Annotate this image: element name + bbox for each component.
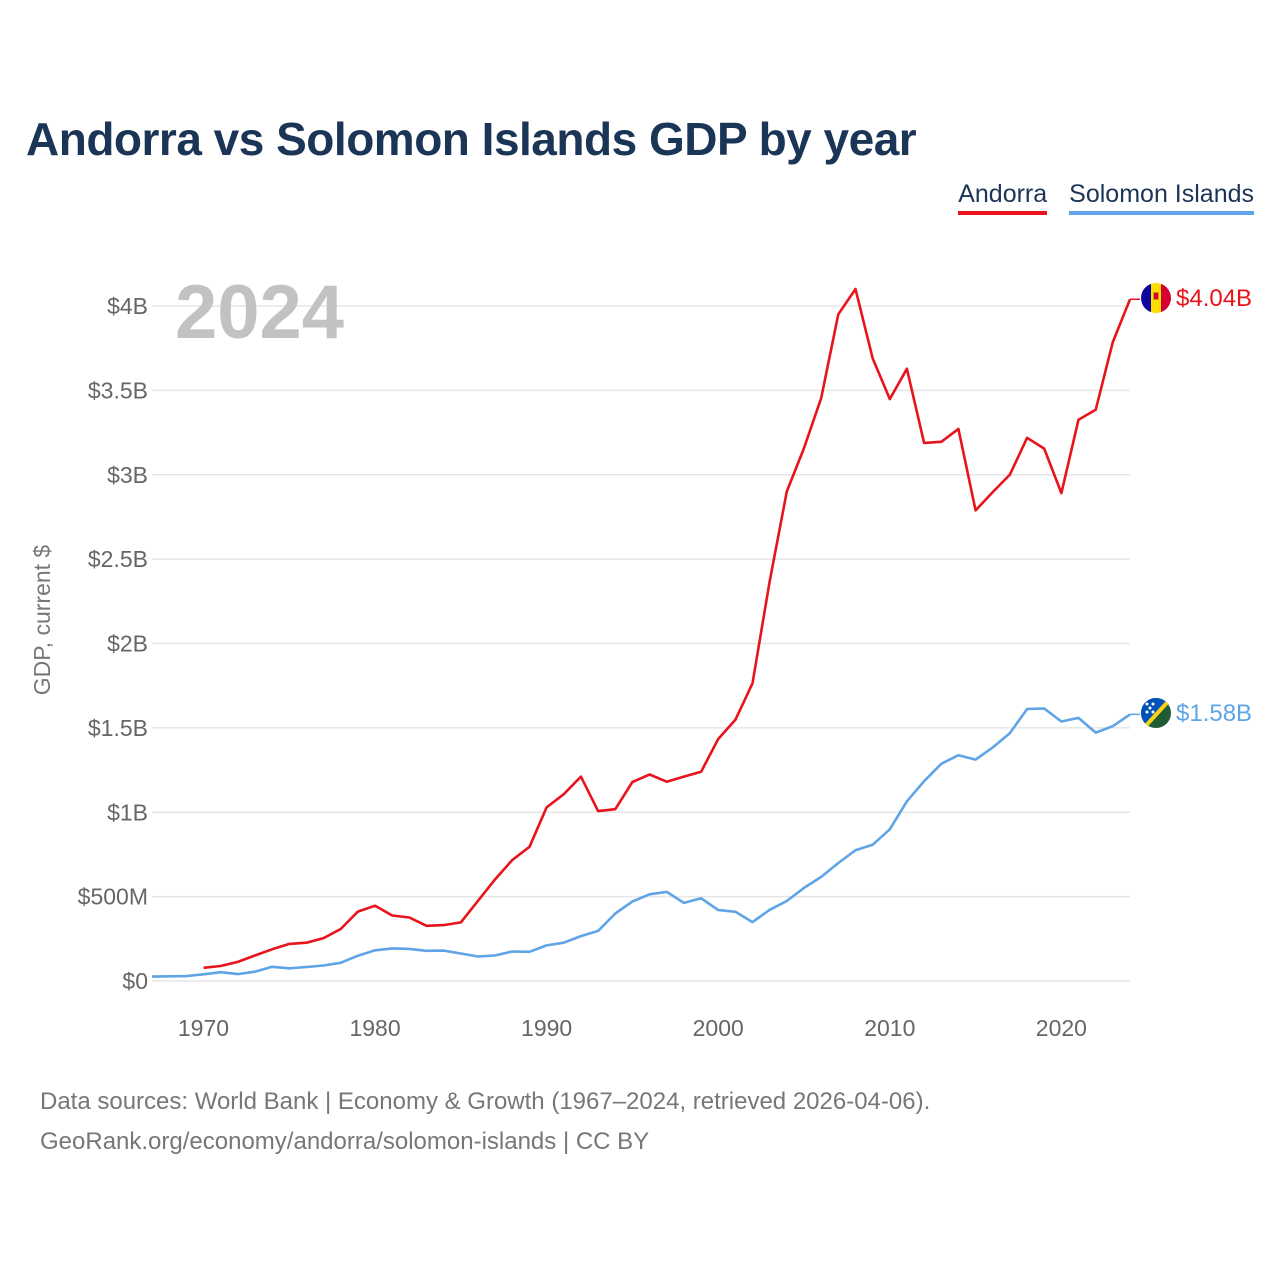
y-tick-label: $0 bbox=[122, 968, 148, 994]
legend: Andorra Solomon Islands bbox=[958, 180, 1254, 215]
x-tick-label: 2000 bbox=[693, 1015, 744, 1041]
x-tick-label: 2020 bbox=[1036, 1015, 1087, 1041]
chart-title: Andorra vs Solomon Islands GDP by year bbox=[26, 113, 917, 165]
year-watermark: 2024 bbox=[175, 270, 344, 355]
y-tick-label: $2B bbox=[107, 631, 148, 657]
series-lines bbox=[151, 287, 1140, 978]
footer: Data sources: World Bank | Economy & Gro… bbox=[40, 1082, 930, 1162]
gridlines bbox=[152, 305, 1130, 982]
legend-item-andorra[interactable]: Andorra bbox=[958, 180, 1048, 215]
andorra-end-value-label: $4.04B bbox=[1176, 285, 1252, 312]
legend-item-solomon-islands[interactable]: Solomon Islands bbox=[1069, 180, 1254, 215]
andorra-series-line bbox=[203, 287, 1132, 970]
y-tick-label: $4B bbox=[107, 293, 148, 319]
y-tick-label: $3B bbox=[107, 462, 148, 488]
footer-attribution[interactable]: GeoRank.org/economy/andorra/solomon-isla… bbox=[40, 1128, 650, 1155]
y-tick-label: $2.5B bbox=[88, 546, 148, 572]
x-tick-label: 1970 bbox=[178, 1015, 229, 1041]
y-axis-label: GDP, current $ bbox=[29, 545, 55, 696]
solomon-islands-end-value-label: $1.58B bbox=[1176, 700, 1252, 727]
y-tick-label: $1.5B bbox=[88, 715, 148, 741]
x-axis-ticks: 1970 1980 1990 2000 2010 2020 bbox=[178, 1015, 1087, 1041]
y-axis-ticks: $0 $500M $1B $1.5B $2B $2.5B $3B $3.5B $4B bbox=[78, 293, 148, 994]
solomon-series-line bbox=[151, 707, 1131, 978]
x-tick-label: 1990 bbox=[521, 1015, 572, 1041]
y-tick-label: $1B bbox=[107, 799, 148, 825]
footer-sources: Data sources: World Bank | Economy & Gro… bbox=[40, 1088, 931, 1115]
x-tick-label: 1980 bbox=[349, 1015, 400, 1041]
y-tick-label: $500M bbox=[78, 884, 148, 910]
x-tick-label: 2010 bbox=[864, 1015, 915, 1041]
andorra-flag-icon bbox=[1141, 283, 1171, 313]
solomon-islands-flag-icon bbox=[1141, 698, 1171, 728]
y-tick-label: $3.5B bbox=[88, 377, 148, 403]
